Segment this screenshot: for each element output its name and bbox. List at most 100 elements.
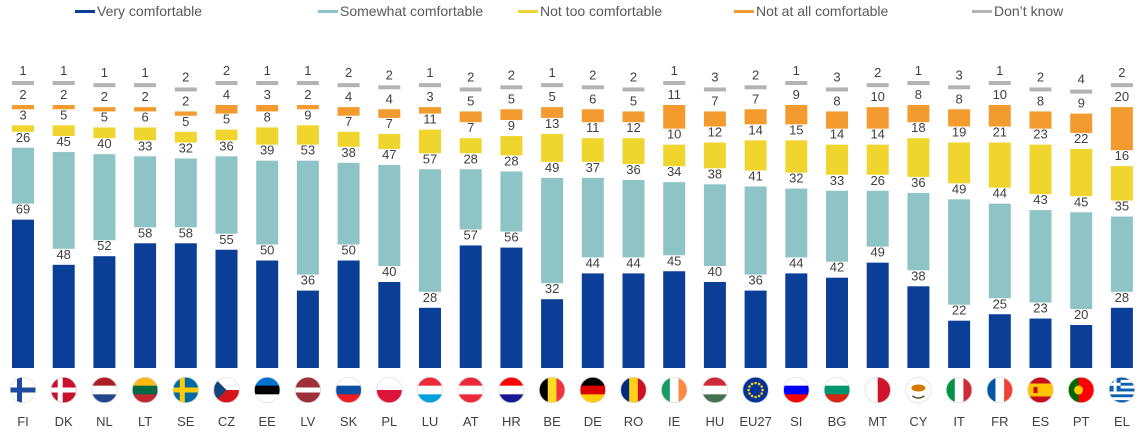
bar-somewhat-comfortable xyxy=(663,182,686,256)
data-label: 50 xyxy=(260,243,274,258)
category-label: FR xyxy=(991,414,1008,429)
bar-very-comfortable xyxy=(826,277,848,368)
data-label: 23 xyxy=(1033,301,1047,316)
flag-lv-icon xyxy=(294,377,321,403)
bar-don-t-know xyxy=(744,85,767,90)
data-label: 40 xyxy=(97,136,111,151)
flag-outline xyxy=(213,376,240,403)
bar-not-at-all-comfortable xyxy=(541,107,564,118)
bar-not-too-comfortable xyxy=(500,136,523,156)
category-label: MT xyxy=(868,414,887,429)
data-label: 49 xyxy=(952,181,966,196)
data-label: 49 xyxy=(545,160,559,175)
bar-don-t-know xyxy=(581,85,604,90)
flag-outline xyxy=(457,376,484,403)
bar-somewhat-comfortable xyxy=(541,177,564,284)
data-label: 5 xyxy=(182,114,189,129)
data-label: 9 xyxy=(508,118,515,133)
data-label: 1 xyxy=(19,63,26,78)
legend-swatch xyxy=(75,10,95,13)
data-label: 14 xyxy=(748,122,762,137)
bar-somewhat-comfortable xyxy=(296,160,319,275)
data-label: 36 xyxy=(301,273,315,288)
data-label: 6 xyxy=(141,109,148,124)
category-label: HR xyxy=(502,414,521,429)
data-label: 8 xyxy=(264,109,271,124)
bar-very-comfortable xyxy=(256,260,279,368)
bar-group-lu: 28 57 11 3 1 xyxy=(419,65,441,368)
data-label: 7 xyxy=(386,116,393,131)
category-label: BG xyxy=(828,414,847,429)
flag-fr-icon xyxy=(986,377,1013,403)
bar-not-too-comfortable xyxy=(744,140,767,171)
data-label: 3 xyxy=(264,87,271,102)
data-label: 5 xyxy=(630,93,637,108)
bar-don-t-know xyxy=(215,81,238,85)
data-label: 26 xyxy=(16,130,30,145)
data-label: 11 xyxy=(667,87,681,102)
flag-outline xyxy=(579,376,606,403)
flag-nl-icon xyxy=(91,377,118,403)
data-label: 1 xyxy=(141,65,148,80)
bar-not-at-all-comfortable xyxy=(1029,111,1052,129)
legend-swatch xyxy=(518,10,538,13)
flag-outline xyxy=(864,376,891,403)
bar-group-se: 58 32 5 2 2 xyxy=(174,69,197,368)
legend-item-somewhat-comfortable: Somewhat comfortable xyxy=(318,3,483,19)
bar-don-t-know xyxy=(826,87,848,92)
bar-very-comfortable xyxy=(785,273,808,368)
bar-don-t-know xyxy=(134,83,157,88)
category-label: SE xyxy=(177,414,195,429)
bar-not-too-comfortable xyxy=(663,144,686,167)
bar-not-too-comfortable xyxy=(581,138,604,162)
category-label: LV xyxy=(300,414,315,429)
data-label: 56 xyxy=(504,230,518,245)
bar-very-comfortable xyxy=(215,249,238,368)
data-label: 4 xyxy=(345,89,352,104)
flag-outline xyxy=(986,376,1013,403)
data-label: 52 xyxy=(97,238,111,253)
category-label: PL xyxy=(381,414,397,429)
bar-group-pl: 40 47 7 4 2 xyxy=(378,67,401,368)
bar-somewhat-comfortable xyxy=(500,171,523,232)
data-label: 2 xyxy=(386,67,393,82)
bar-not-too-comfortable xyxy=(174,131,197,143)
flag-de-icon xyxy=(579,377,606,403)
bar-group-mt: 49 26 14 10 2 xyxy=(866,65,889,368)
bar-not-at-all-comfortable xyxy=(826,111,848,129)
bar-very-comfortable xyxy=(500,247,523,368)
data-label: 7 xyxy=(345,114,352,129)
bar-not-at-all-comfortable xyxy=(174,111,197,116)
bar-not-too-comfortable xyxy=(826,144,848,175)
data-label: 5 xyxy=(223,112,230,127)
bar-very-comfortable xyxy=(337,260,360,368)
bar-not-too-comfortable xyxy=(134,127,157,141)
bar-not-too-comfortable xyxy=(459,138,482,154)
category-label: DE xyxy=(584,414,602,429)
bar-not-too-comfortable xyxy=(541,133,564,162)
data-label: 38 xyxy=(341,145,355,160)
data-label: 1 xyxy=(264,63,271,78)
data-label: 47 xyxy=(382,147,396,162)
data-label: 69 xyxy=(16,202,30,217)
legend-item-not-at-all-comfortable: Not at all comfortable xyxy=(734,3,888,19)
bar-not-at-all-comfortable xyxy=(948,109,971,127)
category-label: IE xyxy=(668,414,681,429)
flag-outline xyxy=(91,376,118,403)
data-label: 4 xyxy=(223,87,230,102)
flag-pt-icon xyxy=(1068,377,1095,403)
flag-hr-icon xyxy=(498,377,525,403)
bar-group-be: 32 49 13 5 1 xyxy=(541,65,564,368)
data-label: 2 xyxy=(182,93,189,108)
bar-not-too-comfortable xyxy=(93,127,116,139)
bar-somewhat-comfortable xyxy=(1029,210,1052,303)
data-label: 2 xyxy=(60,87,67,102)
data-label: 10 xyxy=(667,127,681,142)
bar-don-t-know xyxy=(337,83,360,88)
bar-don-t-know xyxy=(459,87,482,92)
data-label: 28 xyxy=(1115,290,1129,305)
data-label: 42 xyxy=(830,260,844,275)
flag-outline xyxy=(294,376,321,403)
data-label: 28 xyxy=(423,290,437,305)
